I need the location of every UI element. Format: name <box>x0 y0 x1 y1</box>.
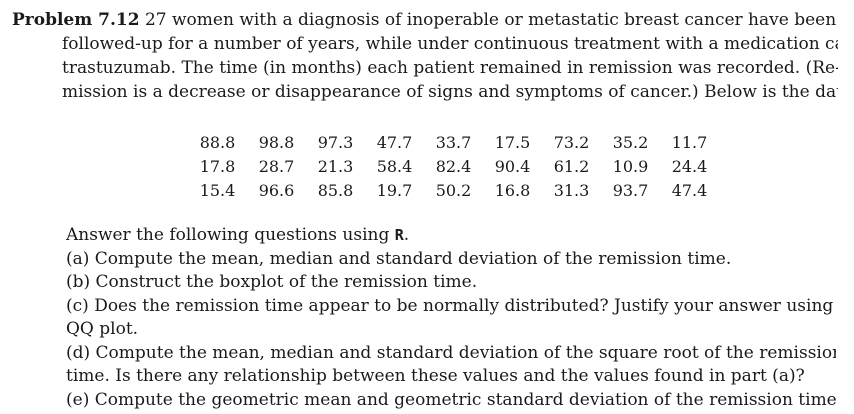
data-cell: 82.4 <box>435 156 472 176</box>
question-a: (a) Compute the mean, median and standar… <box>66 248 732 269</box>
intro-text: Answer the following questions using <box>66 225 395 245</box>
data-cell: 19.7 <box>376 180 413 200</box>
remission-data-table: 88.8 98.8 97.3 47.7 33.7 17.5 73.2 35.2 11.7 17.8… <box>188 130 719 202</box>
data-cell: 96.6 <box>258 180 295 200</box>
data-row: 15.4 96.6 85.8 19.7 50.2 16.8 31.3 93.7 47.4 <box>188 178 719 202</box>
r-language-code: R <box>394 226 404 244</box>
question-c: (c) Does the remission time appear to be… <box>66 295 836 316</box>
data-cell: 58.4 <box>376 156 413 176</box>
data-row: 88.8 98.8 97.3 47.7 33.7 17.5 73.2 35.2 11.7 <box>188 130 719 154</box>
data-cell: 98.8 <box>258 132 295 152</box>
questions-list: Answer the following questions using R. … <box>66 224 836 412</box>
problem-label: Problem 7.12 <box>12 10 140 30</box>
data-cell: 73.2 <box>553 132 590 152</box>
problem-text: 27 women with a diagnosis of inoperable … <box>139 10 837 30</box>
problem-line-1: Problem 7.12 27 women with a diagnosis o… <box>12 8 838 32</box>
data-row: 17.8 28.7 21.3 58.4 82.4 90.4 61.2 10.9 24.4 <box>188 154 719 178</box>
data-cell: 85.8 <box>317 180 354 200</box>
data-cell: 24.4 <box>671 156 708 176</box>
problem-line-2: followed-up for a number of years, while… <box>62 34 838 54</box>
data-cell: 47.7 <box>376 132 413 152</box>
data-cell: 35.2 <box>612 132 649 152</box>
data-cell: 11.7 <box>671 132 708 152</box>
question-b: (b) Construct the boxplot of the remissi… <box>66 272 478 292</box>
data-cell: 33.7 <box>435 132 472 152</box>
data-cell: 17.8 <box>199 156 236 176</box>
intro-end: . <box>403 225 410 245</box>
question-d: (d) Compute the mean, median and standar… <box>66 342 836 363</box>
data-cell: 17.5 <box>494 132 531 152</box>
question-d-continued: time. Is there any relationship between … <box>66 366 805 386</box>
question-c-continued: QQ plot. <box>66 319 139 339</box>
data-cell: 21.3 <box>317 156 354 176</box>
data-cell: 97.3 <box>317 132 354 152</box>
data-cell: 15.4 <box>199 180 236 200</box>
data-cell: 31.3 <box>553 180 590 200</box>
data-cell: 61.2 <box>553 156 590 176</box>
problem-statement: Problem 7.12 27 women with a diagnosis o… <box>12 8 838 104</box>
data-cell: 88.8 <box>199 132 236 152</box>
data-cell: 93.7 <box>612 180 649 200</box>
question-e: (e) Compute the geometric mean and geome… <box>66 389 836 410</box>
problem-line-3: trastuzumab. The time (in months) each p… <box>62 58 838 78</box>
data-cell: 47.4 <box>671 180 708 200</box>
data-cell: 50.2 <box>435 180 472 200</box>
data-cell: 10.9 <box>612 156 649 176</box>
problem-line-4: mission is a decrease or disappearance o… <box>62 82 838 102</box>
data-cell: 28.7 <box>258 156 295 176</box>
data-cell: 16.8 <box>494 180 531 200</box>
questions-intro: Answer the following questions using R. <box>66 224 836 248</box>
data-cell: 90.4 <box>494 156 531 176</box>
